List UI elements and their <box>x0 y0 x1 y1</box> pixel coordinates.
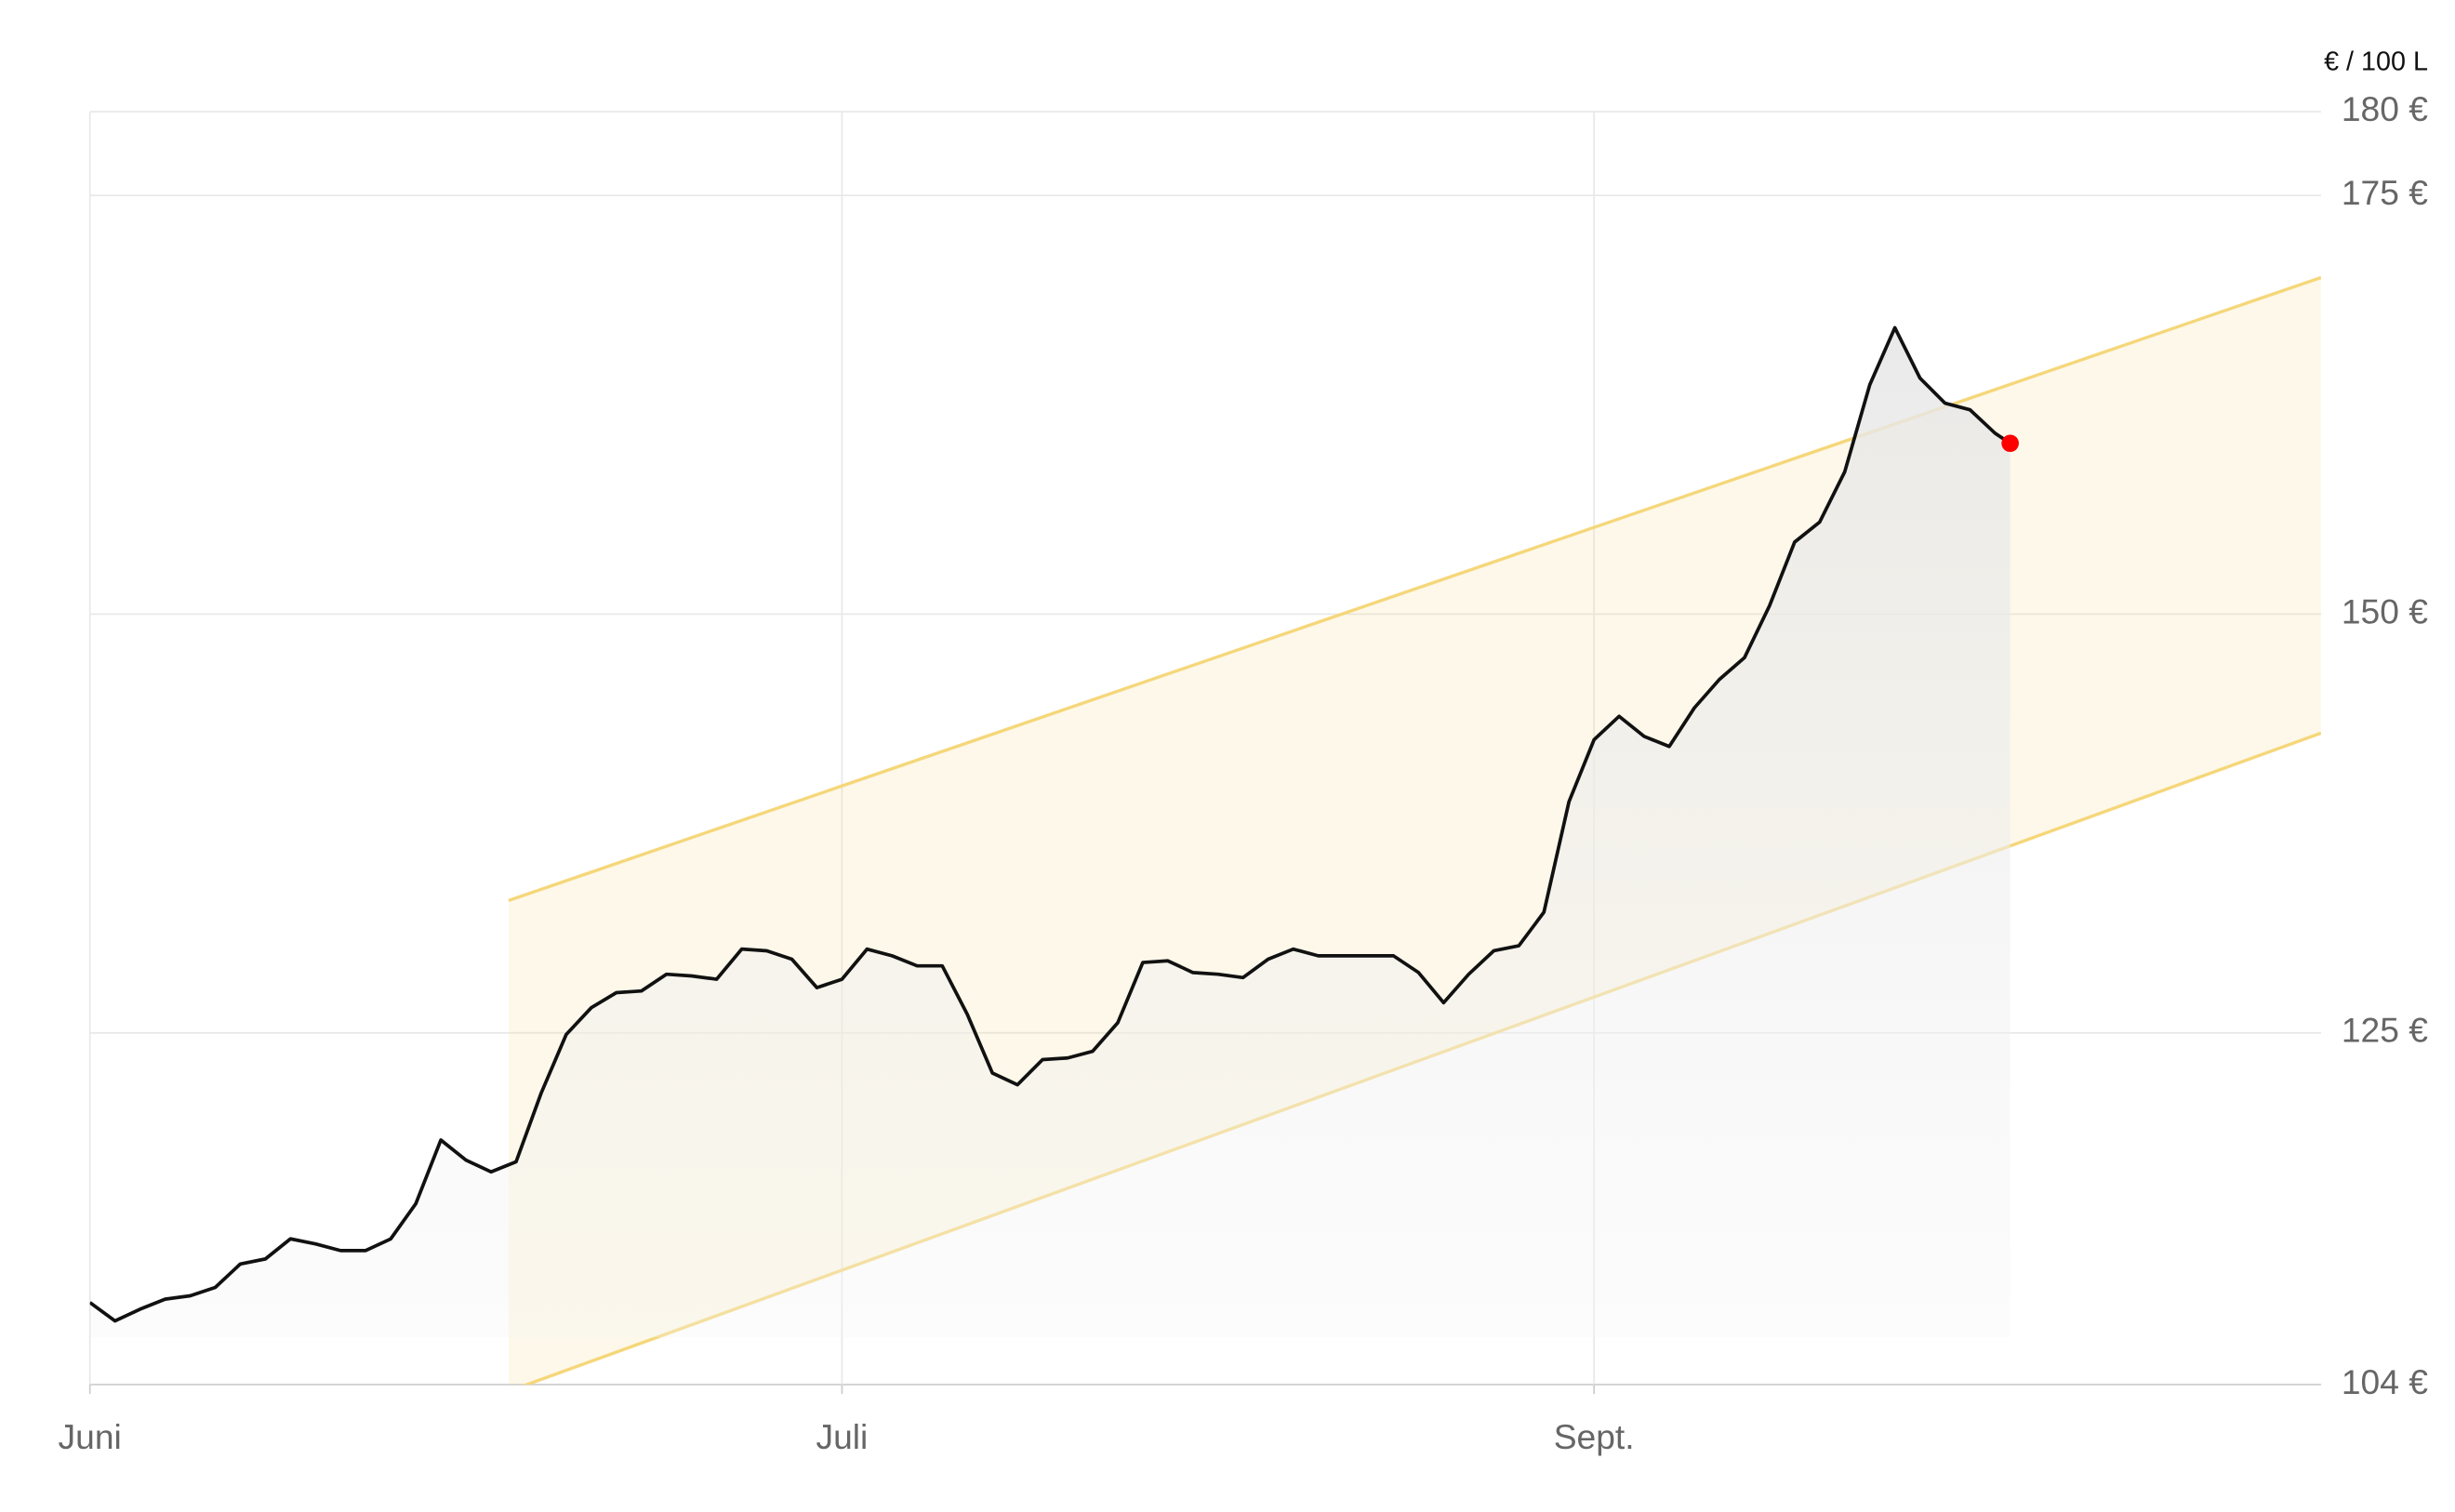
x-tick-label: Sept. <box>1554 1417 1635 1456</box>
y-tick-label: 180 € <box>2342 89 2428 128</box>
y-tick-label: 175 € <box>2342 173 2428 212</box>
y-tick-label: 150 € <box>2342 591 2428 630</box>
plot <box>89 275 2321 1385</box>
y-tick-label: 125 € <box>2342 1011 2428 1050</box>
channel-upper <box>508 275 2321 903</box>
y-tick-label: 104 € <box>2342 1362 2428 1401</box>
x-tick-label: Juni <box>59 1417 122 1456</box>
y-unit-label: € / 100 L <box>2324 46 2428 76</box>
price-line <box>89 325 2011 1323</box>
area <box>89 327 2010 1338</box>
last-point <box>2001 434 2019 453</box>
x-tick-label: Juli <box>816 1417 868 1456</box>
